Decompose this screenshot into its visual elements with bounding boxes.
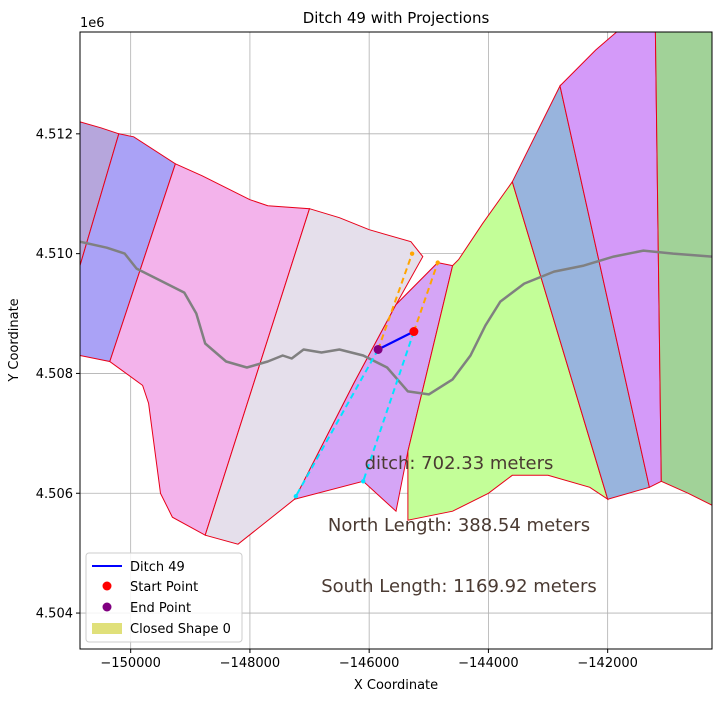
legend-end-marker [102, 602, 112, 612]
chart-title: Ditch 49 with Projections [303, 9, 490, 27]
annotation-north-length: North Length: 388.54 meters [328, 515, 590, 536]
north-projection-line-endpoint [409, 251, 415, 256]
y-axis-label: Y Coordinate [7, 298, 22, 382]
annotation-ditch: ditch: 702.33 meters [365, 453, 554, 474]
projection-polygon [559, 32, 662, 489]
polygons-layer [80, 32, 712, 545]
south-projection-line-endpoint [361, 479, 366, 484]
x-tick-label: −146000 [339, 656, 400, 671]
projection-polygon [654, 32, 712, 506]
x-axis-label: X Coordinate [354, 678, 438, 693]
legend-shape-swatch [92, 623, 122, 634]
x-tick-label: −150000 [100, 656, 161, 671]
x-tick-label: −148000 [220, 656, 281, 671]
start-point-marker [409, 327, 419, 337]
annotation-south-length: South Length: 1169.92 meters [321, 576, 597, 597]
north-projection-line [377, 253, 414, 350]
projection-polygon [109, 163, 311, 536]
legend-label-start: Start Point [130, 580, 198, 595]
south-projection-line [362, 331, 415, 482]
ditch-series [377, 330, 415, 351]
plot-frame [79, 31, 713, 650]
y-tick-label: 4.508 [36, 367, 73, 382]
centerline-series [80, 240, 712, 396]
y-tick-label: 4.512 [36, 127, 73, 142]
end-point-marker [373, 344, 383, 354]
y-offset-label: 1e6 [80, 16, 105, 31]
legend-label-shape: Closed Shape 0 [130, 622, 231, 637]
ticks-layer: −150000 −148000 −146000 −144000 −142000 4.504… [36, 127, 638, 671]
y-tick-label: 4.506 [36, 487, 73, 502]
y-tick-label: 4.510 [36, 247, 73, 262]
north-projection-line [412, 262, 439, 332]
projection-polygon [407, 180, 609, 521]
south-projection-line-endpoint [293, 494, 299, 499]
legend: Ditch 49 Start Point End Point Closed Sh… [85, 552, 243, 643]
legend-label-end: End Point [130, 601, 191, 616]
x-tick-label: −144000 [458, 656, 519, 671]
north-projection-line-endpoint [435, 260, 440, 265]
legend-start-marker [102, 581, 112, 591]
x-tick-label: −142000 [577, 656, 638, 671]
y-tick-label: 4.504 [36, 607, 73, 622]
lines-layer [80, 240, 712, 499]
legend-frame [85, 552, 243, 643]
south-projection-line [294, 348, 379, 497]
legend-label-ditch: Ditch 49 [130, 560, 185, 575]
